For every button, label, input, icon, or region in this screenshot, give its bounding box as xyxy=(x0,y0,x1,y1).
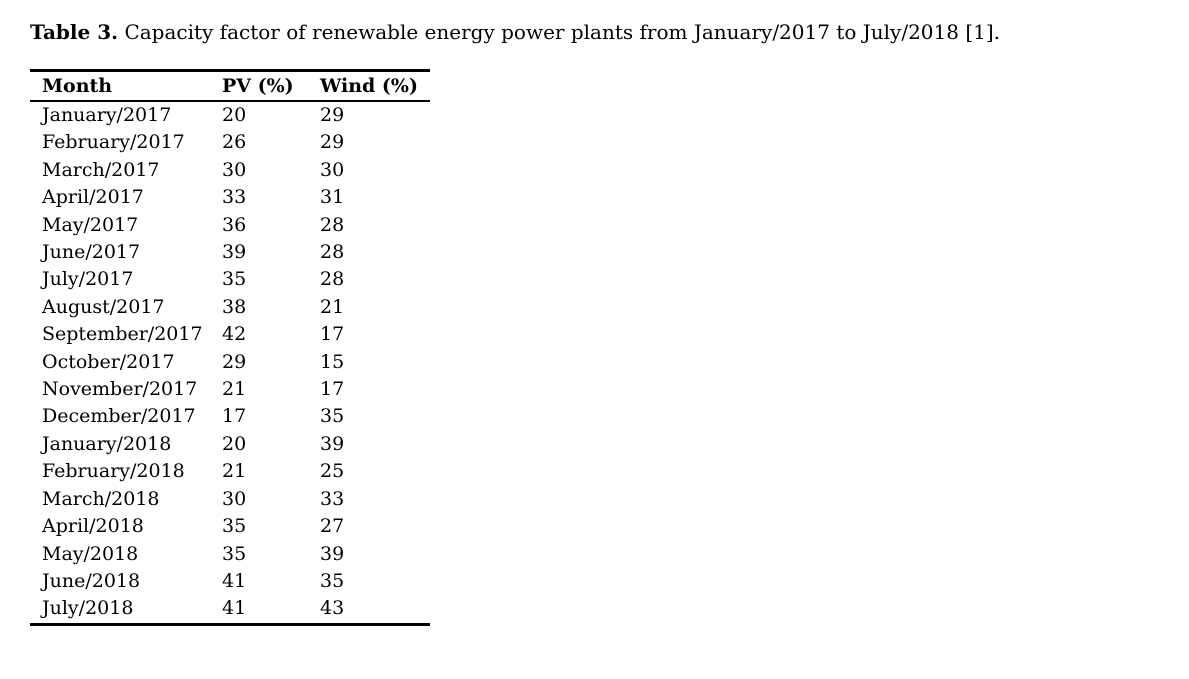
table-cell-wind-percent: 25 xyxy=(320,460,345,483)
table-cell-wind-percent: 15 xyxy=(320,350,345,373)
table-cell-wind-percent: 28 xyxy=(320,268,345,291)
column-header-month: Month xyxy=(42,75,113,97)
table-cell-pv-percent: 41 xyxy=(222,569,247,592)
table-cell-wind-percent: 29 xyxy=(320,131,345,154)
table-cell-pv-percent: 20 xyxy=(222,104,247,126)
table-cell-wind-percent: 39 xyxy=(320,432,345,455)
table-cell-wind-percent: 35 xyxy=(320,405,345,428)
table-row: November/2017 21 17 xyxy=(30,376,430,403)
table-caption-label: Table 3. xyxy=(30,20,119,44)
table-row: July/2017 35 28 xyxy=(30,266,430,293)
table-row: June/2018 41 35 xyxy=(30,568,430,595)
table-cell-pv-percent: 41 xyxy=(222,597,247,620)
table-cell-pv-percent: 33 xyxy=(222,186,247,209)
table-cell-wind-percent: 28 xyxy=(320,213,345,236)
table-row: March/2017 30 30 xyxy=(30,157,430,184)
table-cell-month: May/2018 xyxy=(42,542,139,565)
table-cell-wind-percent: 31 xyxy=(320,186,345,209)
table-row: March/2018 30 33 xyxy=(30,486,430,513)
table-cell-month: February/2018 xyxy=(42,460,185,483)
table-cell-month: February/2017 xyxy=(42,131,185,154)
table-cell-month: May/2017 xyxy=(42,213,139,236)
table-cell-month: November/2017 xyxy=(42,378,198,401)
table-cell-pv-percent: 17 xyxy=(222,405,247,428)
table-cell-pv-percent: 35 xyxy=(222,542,247,565)
table-cell-month: June/2017 xyxy=(42,241,141,264)
table-cell-month: September/2017 xyxy=(42,323,203,346)
table-cell-month: December/2017 xyxy=(42,405,196,428)
table-cell-pv-percent: 39 xyxy=(222,241,247,264)
table-header: Month PV (%) Wind (%) xyxy=(30,71,430,101)
table-cell-wind-percent: 17 xyxy=(320,378,345,401)
table-cell-pv-percent: 35 xyxy=(222,515,247,538)
table-cell-month: October/2017 xyxy=(42,350,175,373)
table-row: February/2017 26 29 xyxy=(30,129,430,156)
document-page: Table 3. Capacity factor of renewable en… xyxy=(0,16,1189,626)
table-row: April/2018 35 27 xyxy=(30,513,430,540)
table-cell-month: January/2017 xyxy=(42,104,172,126)
table-row: July/2018 41 43 xyxy=(30,595,430,624)
table-cell-pv-percent: 35 xyxy=(222,268,247,291)
table-cell-wind-percent: 43 xyxy=(320,597,345,620)
table-cell-pv-percent: 29 xyxy=(222,350,247,373)
table-cell-wind-percent: 30 xyxy=(320,158,345,181)
table-cell-wind-percent: 17 xyxy=(320,323,345,346)
table-cell-wind-percent: 39 xyxy=(320,542,345,565)
table-cell-month: April/2018 xyxy=(42,515,144,538)
table-header-row: Month PV (%) Wind (%) xyxy=(30,71,430,101)
table-cell-month: June/2018 xyxy=(42,569,141,592)
table-caption-text: Capacity factor of renewable energy powe… xyxy=(124,20,1001,44)
table-row: August/2017 38 21 xyxy=(30,294,430,321)
table-cell-pv-percent: 36 xyxy=(222,213,247,236)
table-cell-wind-percent: 28 xyxy=(320,241,345,264)
table-cell-month: July/2018 xyxy=(42,597,134,620)
table-cell-month: April/2017 xyxy=(42,186,144,209)
table-row: February/2018 21 25 xyxy=(30,458,430,485)
table-cell-pv-percent: 21 xyxy=(222,378,247,401)
table-cell-pv-percent: 21 xyxy=(222,460,247,483)
table-cell-month: March/2017 xyxy=(42,158,160,181)
table-cell-wind-percent: 33 xyxy=(320,487,345,510)
table-row: January/2018 20 39 xyxy=(30,431,430,458)
table-cell-month: January/2018 xyxy=(42,432,172,455)
table-cell-wind-percent: 27 xyxy=(320,515,345,538)
table-cell-pv-percent: 30 xyxy=(222,487,247,510)
column-header-pv-percent: PV (%) xyxy=(222,75,294,97)
table-cell-wind-percent: 35 xyxy=(320,569,345,592)
table-row: January/2017 20 29 xyxy=(30,101,430,129)
table-cell-wind-percent: 21 xyxy=(320,295,345,318)
table-row: December/2017 17 35 xyxy=(30,403,430,430)
table-row: May/2017 36 28 xyxy=(30,212,430,239)
table-row: September/2017 42 17 xyxy=(30,321,430,348)
table-row: April/2017 33 31 xyxy=(30,184,430,211)
table-body: January/2017 20 29 February/2017 26 29 March/2… xyxy=(30,101,430,624)
column-header-wind-percent: Wind (%) xyxy=(320,75,418,97)
table-cell-pv-percent: 26 xyxy=(222,131,247,154)
table-cell-month: March/2018 xyxy=(42,487,160,510)
table-cell-month: August/2017 xyxy=(42,295,165,318)
table-caption: Table 3. Capacity factor of renewable en… xyxy=(30,16,1169,48)
table-cell-pv-percent: 20 xyxy=(222,432,247,455)
table-row: May/2018 35 39 xyxy=(30,541,430,568)
table-cell-pv-percent: 30 xyxy=(222,158,247,181)
capacity-factor-table: Month PV (%) Wind (%) January/2017 20 29 Febr… xyxy=(30,69,430,626)
table-cell-pv-percent: 38 xyxy=(222,295,247,318)
table-cell-pv-percent: 42 xyxy=(222,323,247,346)
table-row: June/2017 39 28 xyxy=(30,239,430,266)
table-cell-month: July/2017 xyxy=(42,268,134,291)
table-cell-wind-percent: 29 xyxy=(320,104,345,126)
table-row: October/2017 29 15 xyxy=(30,349,430,376)
